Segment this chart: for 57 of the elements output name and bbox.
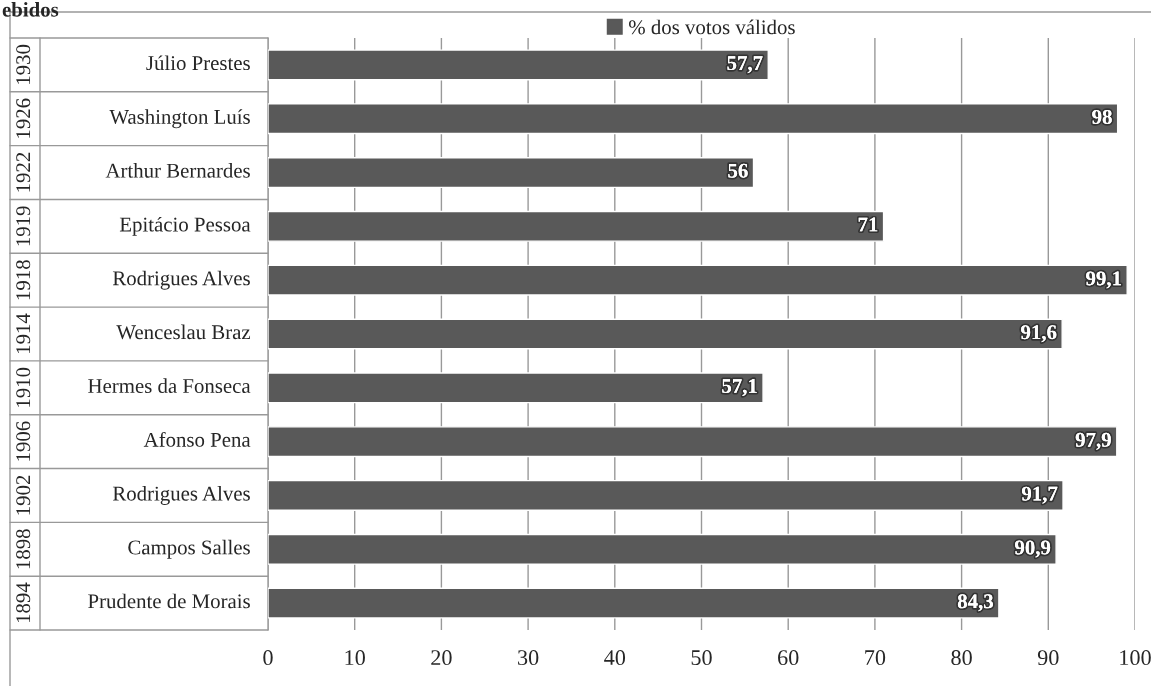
y-tick-label: Arthur Bernardes	[105, 163, 250, 178]
y-tick-label: Epitácio Pessoa	[119, 216, 251, 236]
bar	[268, 210, 885, 242]
bar	[268, 318, 1063, 350]
data-label: 71	[858, 217, 878, 232]
x-tick-label: 100	[1120, 650, 1151, 666]
bar	[268, 479, 1064, 511]
bar	[268, 103, 1119, 135]
text: 1926	[16, 98, 31, 138]
x-tick-label: 40	[604, 650, 626, 666]
text: 1930	[16, 44, 31, 84]
x-tick-label: 50	[691, 650, 712, 666]
data-label: 97,9	[1075, 432, 1111, 450]
bar	[268, 533, 1057, 565]
data-label: 56	[728, 163, 748, 178]
y-tick-label: Campos Salles	[128, 539, 250, 559]
data-label: 98	[1092, 109, 1112, 124]
y-tick-label: Rodrigues Alves	[112, 485, 250, 505]
y-tick-label: Prudente de Morais	[88, 593, 250, 609]
data-label: 84,3	[957, 594, 993, 612]
y-tick-label: Wenceslau Braz	[116, 324, 251, 340]
y-tick-label: Júlio Prestes	[146, 55, 250, 71]
x-tick-label: 80	[951, 650, 972, 666]
bar	[268, 49, 769, 81]
data-label: 57,7	[727, 56, 763, 74]
text: 1898	[16, 529, 31, 569]
text: 1910	[16, 367, 31, 407]
text: 1914	[16, 313, 31, 353]
x-tick-label: 10	[345, 650, 365, 666]
text: 1906	[16, 421, 31, 461]
legend-label: % dos votos válidos	[629, 19, 795, 35]
y-tick-label: Washington Luís	[109, 109, 250, 129]
bar	[268, 264, 1128, 296]
x-tick-label: 90	[1037, 650, 1059, 666]
x-tick-label: 60	[778, 650, 799, 666]
x-tick-label: 70	[865, 650, 886, 666]
data-label: 91,6	[1021, 325, 1057, 343]
x-tick-label: 20	[431, 650, 452, 666]
bar	[268, 587, 1000, 619]
data-label: 91,7	[1021, 486, 1058, 504]
bar	[268, 157, 755, 189]
text: ebidos	[2, 2, 59, 17]
x-tick-label: 30	[518, 650, 539, 666]
text: 1922	[16, 152, 31, 192]
y-tick-label: Afonso Pena	[143, 431, 251, 447]
data-label: 99,1	[1086, 271, 1121, 289]
x-tick-label: 0	[263, 650, 273, 666]
text: 1919	[16, 206, 31, 246]
text: 1918	[16, 260, 31, 300]
data-label: 57,1	[722, 379, 757, 397]
bar	[268, 372, 764, 404]
data-label: 90,9	[1015, 540, 1051, 558]
text: 1894	[16, 582, 31, 623]
text: 1902	[16, 475, 31, 515]
y-tick-label: Rodrigues Alves	[112, 270, 250, 290]
y-tick-label: Hermes da Fonseca	[88, 378, 251, 394]
bar	[268, 426, 1118, 458]
